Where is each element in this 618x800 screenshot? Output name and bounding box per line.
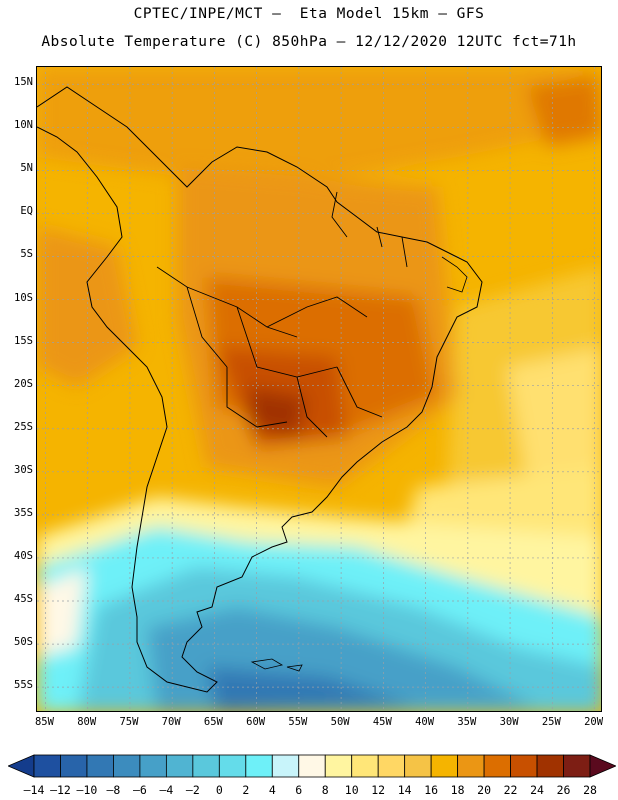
longitude-tick-label: 85W: [34, 716, 54, 728]
legend-tick-label: 14: [397, 783, 412, 797]
longitude-tick-label: 80W: [77, 716, 97, 728]
legend-tick-label: 16: [424, 783, 439, 797]
longitude-tick-label: 20W: [584, 716, 604, 728]
longitude-tick-label: 70W: [161, 716, 181, 728]
legend-tick-label: –6: [132, 783, 147, 797]
legend-color-box: [218, 754, 247, 778]
latitude-tick-label: 35S: [14, 506, 33, 519]
latitude-tick-label: 20S: [14, 377, 33, 390]
latitude-tick-label: 30S: [14, 463, 33, 476]
longitude-tick-label: 35W: [457, 716, 477, 728]
latitude-tick-label: 45S: [14, 593, 33, 606]
legend-color-box: [430, 754, 459, 778]
legend-tick-label: 0: [215, 783, 223, 797]
legend-color-box: [33, 754, 61, 778]
temperature-field: [37, 67, 601, 711]
longitude-tick-label: 25W: [541, 716, 561, 728]
legend-tick-label: –12: [50, 783, 71, 797]
latitude-tick-label: 40S: [14, 549, 33, 562]
longitude-tick-label: 55W: [288, 716, 308, 728]
longitude-tick-label: 30W: [499, 716, 519, 728]
legend-tick-label: –8: [106, 783, 121, 797]
longitude-tick-label: 75W: [119, 716, 139, 728]
latitude-tick-label: 5S: [20, 248, 33, 261]
legend-color-box: [271, 754, 300, 778]
map-title-line1: CPTEC/INPE/MCT – Eta Model 15km – GFS: [133, 6, 485, 22]
legend-tick-label: 20: [477, 783, 492, 797]
legend-color-box: [324, 754, 353, 778]
legend-color-box: [377, 754, 406, 778]
legend-arrow-low: [8, 754, 35, 778]
legend-color-box: [165, 754, 194, 778]
latitude-tick-label: 10N: [14, 119, 33, 132]
temperature-map: [37, 67, 601, 711]
legend-color-box: [563, 754, 591, 778]
legend-tick-label: 22: [503, 783, 518, 797]
legend-tick-label: 8: [321, 783, 329, 797]
legend-tick-label: 2: [242, 783, 250, 797]
legend-color-box: [351, 754, 379, 778]
legend-color-box: [60, 754, 88, 778]
lat-lon-grid: [37, 67, 601, 711]
longitude-tick-label: 40W: [415, 716, 435, 728]
legend-color-box: [298, 754, 326, 778]
legend-tick-label: 6: [295, 783, 303, 797]
latitude-tick-label: EQ: [20, 205, 33, 218]
longitude-tick-label: 50W: [330, 716, 350, 728]
legend-tick-label: –10: [76, 783, 98, 797]
longitude-tick-label: 60W: [246, 716, 266, 728]
legend-tick-label: 28: [583, 783, 597, 797]
legend-color-box: [483, 754, 511, 778]
latitude-tick-label: 55S: [14, 679, 33, 692]
legend-color-box: [86, 754, 114, 778]
legend-color-box: [536, 754, 564, 778]
legend-color-box: [510, 754, 538, 778]
legend-tick-label: –4: [159, 783, 174, 797]
legend-tick-label: 18: [450, 783, 465, 797]
legend-color-box: [139, 754, 167, 778]
legend-tick-label: 12: [371, 783, 386, 797]
legend-tick-label: –14: [23, 783, 45, 797]
latitude-tick-label: 15S: [14, 334, 33, 347]
legend-color-box: [113, 754, 141, 778]
latitude-tick-label: 15N: [14, 76, 33, 89]
legend-tick-label: –2: [185, 783, 200, 797]
coastline: [37, 86, 483, 693]
legend-tick-label: 24: [530, 783, 544, 797]
legend-color-box: [245, 754, 273, 778]
legend-arrow-high: [589, 754, 616, 778]
latitude-tick-label: 5N: [20, 162, 33, 175]
legend-color-box: [404, 754, 432, 778]
legend-color-box: [457, 754, 485, 778]
legend-tick-label: 10: [344, 783, 359, 797]
latitude-tick-label: 10S: [14, 291, 33, 304]
latitude-tick-label: 50S: [14, 636, 33, 649]
legend-color-box: [192, 754, 220, 778]
map-panel: [36, 66, 602, 712]
map-title-line2: Absolute Temperature (C) 850hPa – 12/12/…: [41, 34, 577, 50]
latitude-tick-label: 25S: [14, 420, 33, 433]
color-legend-bar: [8, 754, 616, 778]
legend-tick-label: 4: [268, 783, 276, 797]
longitude-tick-label: 45W: [372, 716, 392, 728]
longitude-tick-label: 65W: [203, 716, 223, 728]
legend-tick-label: 26: [556, 783, 571, 797]
